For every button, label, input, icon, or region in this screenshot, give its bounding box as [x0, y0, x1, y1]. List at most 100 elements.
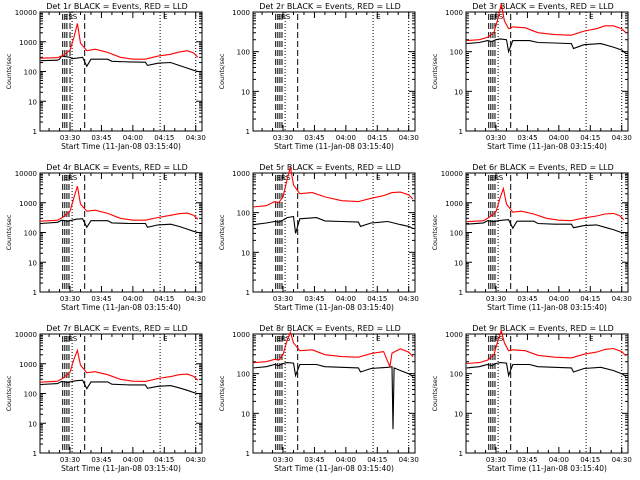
flag-label: S [494, 174, 499, 182]
x-tick-label: 03:30 [273, 295, 293, 303]
y-tick-label: 1 [246, 289, 250, 297]
x-axis-label: Start Time (11-Jan-08 03:15:40) [61, 464, 181, 473]
y-tick-label: 10 [241, 249, 250, 257]
x-axis-label: Start Time (11-Jan-08 03:15:40) [61, 142, 181, 151]
events-series-line [253, 362, 414, 430]
x-tick-label: 04:00 [123, 295, 143, 303]
flag-label: E [490, 174, 494, 182]
flag-label: S [494, 13, 499, 21]
events-series-line [253, 215, 414, 234]
flag-label: E [64, 335, 68, 343]
flag-label: S [68, 335, 73, 343]
y-tick-label: 1000 [445, 200, 463, 208]
flag-label: S [68, 13, 73, 21]
flag-label: E [277, 13, 281, 21]
events-series-line [466, 219, 624, 234]
x-tick-label: 04:15 [580, 295, 600, 303]
lld-series-line [466, 186, 625, 223]
flag-label: E [490, 13, 494, 21]
x-tick-label: 03:30 [60, 134, 80, 142]
flag-label: S [68, 174, 73, 182]
y-tick-label: 100 [237, 371, 250, 379]
x-tick-label: 04:30 [399, 134, 419, 142]
detector-panel: Det 8r BLACK = Events, RED = LLD 1 10 100 10… [218, 324, 419, 473]
x-tick-label: 04:00 [549, 295, 569, 303]
x-tick-label: 04:30 [399, 295, 419, 303]
y-axis-label: Counts/sec [218, 214, 226, 250]
panel-title: Det 2r BLACK = Events, RED = LLD [259, 2, 401, 11]
panel-title: Det 3r BLACK = Events, RED = LLD [472, 2, 614, 11]
events-series-line [466, 362, 627, 378]
y-tick-label: 10 [454, 259, 463, 267]
events-series-line [40, 218, 198, 234]
x-tick-label: 03:45 [517, 295, 537, 303]
x-tick-label: 03:30 [273, 456, 293, 464]
x-axis-label: Start Time (11-Jan-08 03:15:40) [274, 303, 394, 312]
flag-label: S [281, 13, 286, 21]
x-tick-label: 04:15 [154, 456, 174, 464]
y-tick-label: 10 [28, 259, 37, 267]
y-tick-label: 100 [450, 49, 463, 57]
flag-label: S [281, 174, 286, 182]
flag-label: E [376, 174, 380, 182]
x-tick-label: 04:00 [549, 456, 569, 464]
y-tick-label: 10 [28, 98, 37, 106]
panel-title: Det 4r BLACK = Events, RED = LLD [46, 163, 188, 172]
x-axis-label: Start Time (11-Jan-08 03:15:40) [274, 142, 394, 151]
panel-title: Det 5r BLACK = Events, RED = LLD [259, 163, 401, 172]
y-tick-label: 10000 [441, 170, 463, 178]
x-tick-label: 03:45 [91, 456, 111, 464]
y-tick-label: 10 [241, 88, 250, 96]
lld-series-line [466, 329, 627, 365]
x-tick-label: 04:00 [336, 134, 356, 142]
x-tick-label: 04:30 [186, 295, 206, 303]
flag-label: S [494, 335, 499, 343]
y-tick-label: 1000 [232, 170, 250, 178]
panel-title: Det 7r BLACK = Events, RED = LLD [46, 324, 188, 333]
flag-label: S [73, 13, 78, 21]
flag-label: S [499, 335, 504, 343]
y-tick-label: 1000 [19, 361, 37, 369]
x-axis-label: Start Time (11-Jan-08 03:15:40) [274, 464, 394, 473]
y-tick-label: 1000 [19, 39, 37, 47]
x-tick-label: 04:00 [336, 295, 356, 303]
x-axis-label: Start Time (11-Jan-08 03:15:40) [487, 303, 607, 312]
x-tick-label: 03:45 [304, 456, 324, 464]
y-axis-label: Counts/sec [5, 53, 13, 89]
y-tick-label: 1 [246, 128, 250, 136]
y-tick-label: 100 [24, 69, 37, 77]
flag-label: E [589, 335, 593, 343]
y-tick-label: 100 [450, 371, 463, 379]
x-axis-label: Start Time (11-Jan-08 03:15:40) [487, 464, 607, 473]
plot-frame [465, 11, 629, 132]
x-tick-label: 04:15 [154, 134, 174, 142]
y-tick-label: 100 [237, 210, 250, 218]
y-tick-label: 1000 [445, 9, 463, 17]
x-tick-label: 03:45 [91, 295, 111, 303]
flag-label: S [286, 13, 291, 21]
x-tick-label: 04:15 [367, 456, 387, 464]
lld-series-line [40, 348, 199, 383]
x-tick-label: 03:30 [486, 295, 506, 303]
flag-label: E [277, 335, 281, 343]
x-tick-label: 04:00 [123, 456, 143, 464]
panel-title: Det 9r BLACK = Events, RED = LLD [472, 324, 614, 333]
y-axis-label: Counts/sec [431, 53, 439, 89]
y-tick-label: 1 [33, 128, 37, 136]
flag-label: E [376, 335, 380, 343]
y-tick-label: 10 [454, 410, 463, 418]
y-tick-label: 100 [237, 49, 250, 57]
flag-label: S [499, 13, 504, 21]
x-tick-label: 04:15 [580, 456, 600, 464]
x-tick-label: 03:45 [304, 295, 324, 303]
y-tick-label: 1000 [19, 200, 37, 208]
y-axis-label: Counts/sec [431, 375, 439, 411]
y-axis-label: Counts/sec [5, 375, 13, 411]
detector-panel: Det 6r BLACK = Events, RED = LLD 1 10 100 10… [431, 163, 632, 312]
y-tick-label: 10000 [15, 170, 37, 178]
events-series-line [40, 55, 198, 73]
flag-label: S [281, 335, 286, 343]
x-tick-label: 04:30 [399, 456, 419, 464]
y-tick-label: 1 [246, 450, 250, 458]
